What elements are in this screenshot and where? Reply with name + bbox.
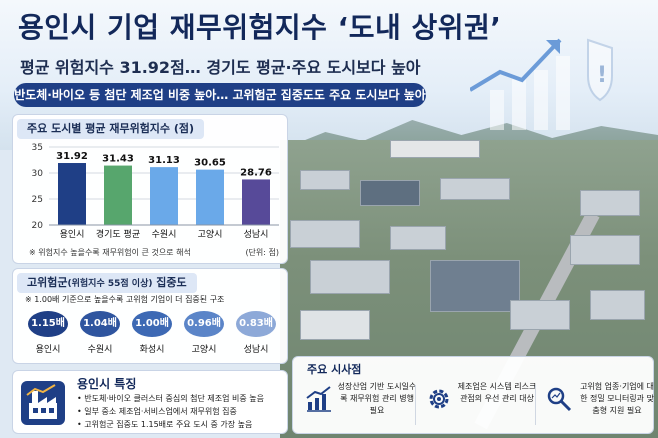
concentration-value-badge: 1.00배 xyxy=(132,311,172,337)
factory xyxy=(590,290,645,320)
bar-value-label: 31.92 xyxy=(56,151,88,162)
bar-value-label: 31.43 xyxy=(102,154,134,165)
implication-text: 고위험 업종·기업에 대한 정밀 모니터링과 맞춤형 지원 필요 xyxy=(580,382,654,415)
concentration-city-label: 수원시 xyxy=(87,345,113,355)
bar xyxy=(104,165,132,225)
x-category-label: 용인시 xyxy=(60,229,85,240)
concentration-panel: 고위험군(위험지수 55점 이상) 집중도 ※ 1.00배 기준으로 높을수록 … xyxy=(12,268,288,364)
factory xyxy=(300,310,370,340)
implications-panel: 주요 시사점 성장산업 기반 도시일수록 재무위험 관리 병행 필요 제조업은 … xyxy=(292,356,654,434)
implication-item: 제조업은 시스템 리스크 관점의 우선 관리 대상 xyxy=(421,379,537,429)
y-tick-label: 25 xyxy=(32,195,43,205)
implication-text: 성장산업 기반 도시일수록 재무위험 관리 병행 필요 xyxy=(337,382,417,415)
factory-icon xyxy=(21,381,65,425)
y-tick-label: 20 xyxy=(32,221,44,231)
implication-text: 제조업은 시스템 리스크 관점의 우선 관리 대상 xyxy=(457,382,537,403)
factory xyxy=(290,220,360,248)
feature-item: • 고위험군 집중도 1.15배로 주요 도시 중 가장 높음 xyxy=(77,420,253,429)
divider xyxy=(535,385,536,425)
factory xyxy=(440,178,510,200)
factory xyxy=(580,190,640,216)
bar-value-label: 28.76 xyxy=(240,167,272,178)
bar xyxy=(58,163,86,225)
gear-icon xyxy=(429,389,449,409)
concentration-title-criteria: (위험지수 55점 이상) xyxy=(67,279,153,289)
y-tick-label: 30 xyxy=(32,169,44,179)
svg-text:!: ! xyxy=(597,63,607,88)
y-tick-label: 35 xyxy=(32,143,43,153)
concentration-city-label: 성남시 xyxy=(243,345,269,355)
bar-value-label: 31.13 xyxy=(148,155,180,166)
concentration-values: 1.15배 용인시 1.04배 수원시 1.00배 화성시 0.96배 고양시 0.83배 성남시 xyxy=(27,311,285,363)
x-category-label: 성남시 xyxy=(244,229,269,240)
x-category-label: 수원시 xyxy=(152,229,177,240)
bar-chart: 20 25 30 35 31.92 용인시 31.43 경기도 평균 31.13 수원시 30.65… xyxy=(32,143,279,240)
growth-chart-icon xyxy=(306,386,331,412)
magnifier-icon xyxy=(547,387,572,412)
summary-banner: 반도체·바이오 등 첨단 제조업 비중 높아… 고위험군 집중도도 주요 도시보… xyxy=(14,83,426,107)
divider xyxy=(415,385,416,425)
large-factory xyxy=(430,260,520,312)
concentration-note: ※ 1.00배 기준으로 높을수록 고위험 기업이 더 집중된 구조 xyxy=(25,295,225,304)
chart-note: ※ 위험지수 높을수록 재무위험이 큰 것으로 해석 xyxy=(29,248,191,257)
risk-index-chart-panel: 20 25 30 35 31.92 용인시 31.43 경기도 평균 31.13 수원시 30.65… xyxy=(12,114,288,264)
bar xyxy=(242,179,270,225)
page-subtitle: 평균 위험지수 31.92점… 경기도 평균·주요 도시보다 높아 xyxy=(20,58,421,77)
x-category-label: 고양시 xyxy=(198,229,223,240)
bar xyxy=(150,167,178,225)
page-title: 용인시 기업 재무위험지수 ‘도내 상위권’ xyxy=(18,11,502,44)
yongin-features-panel: 용인시 특징 • 반도체·바이오 클러스터 중심의 첨단 제조업 비중 높음 •… xyxy=(12,370,288,434)
growth-arrow-icon: ! xyxy=(470,38,613,130)
chart-title: 주요 도시별 평균 재무위험지수 (점) xyxy=(17,119,205,139)
concentration-value-badge: 0.96배 xyxy=(184,311,224,337)
feature-item: • 반도체·바이오 클러스터 중심의 첨단 제조업 비중 높음 xyxy=(77,394,264,403)
implications-title: 주요 시사점 xyxy=(307,363,362,376)
factory xyxy=(310,260,390,294)
x-category-label: 경기도 평균 xyxy=(96,228,140,240)
concentration-value-badge: 1.04배 xyxy=(80,311,120,337)
bar-value-label: 30.65 xyxy=(194,158,226,169)
concentration-city-label: 고양시 xyxy=(191,345,217,355)
concentration-value-badge: 1.15배 xyxy=(28,311,68,337)
features-title: 용인시 특징 xyxy=(77,377,137,391)
concentration-title-main: 고위험군 xyxy=(27,276,68,289)
bar xyxy=(196,169,224,225)
concentration-value-badge: 0.83배 xyxy=(236,311,276,337)
factory xyxy=(300,170,350,190)
chart-unit: (단위: 점) xyxy=(245,248,279,257)
concentration-city-label: 용인시 xyxy=(35,345,61,355)
feature-item: • 일부 중소 제조업·서비스업에서 재무위험 집중 xyxy=(77,407,237,416)
features-list: • 반도체·바이오 클러스터 중심의 첨단 제조업 비중 높음 • 일부 중소 … xyxy=(77,392,264,431)
factory xyxy=(570,235,640,265)
concentration-title-tail: 집중도 xyxy=(152,276,187,289)
concentration-title: 고위험군(위험지수 55점 이상) 집중도 xyxy=(17,273,197,293)
factory xyxy=(390,226,446,250)
factory xyxy=(510,300,570,330)
factory xyxy=(360,180,420,206)
implication-item: 성장산업 기반 도시일수록 재무위험 관리 병행 필요 xyxy=(301,379,417,429)
apartment-block xyxy=(390,140,480,158)
concentration-city-label: 화성시 xyxy=(139,345,165,355)
implication-item: 고위험 업종·기업에 대한 정밀 모니터링과 맞춤형 지원 필요 xyxy=(541,379,655,429)
